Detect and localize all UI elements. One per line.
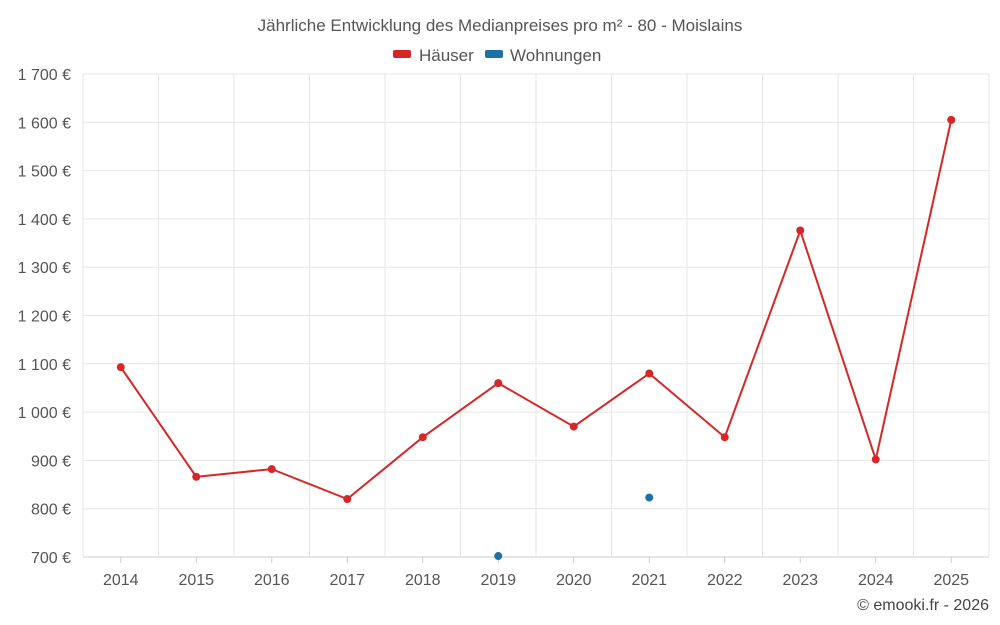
x-tick-label: 2023 <box>782 572 818 589</box>
data-point[interactable] <box>116 363 125 372</box>
x-tick-label: 2019 <box>480 572 516 589</box>
y-tick-label: 700 € <box>31 550 71 567</box>
legend-label-houses: Häuser <box>419 46 474 65</box>
data-point[interactable] <box>192 472 201 481</box>
data-point[interactable] <box>267 465 276 474</box>
y-tick-label: 900 € <box>31 453 71 470</box>
data-point[interactable] <box>720 433 729 442</box>
y-tick-label: 1 400 € <box>18 212 71 229</box>
y-tick-label: 1 700 € <box>18 67 71 84</box>
y-axis-ticks: 700 € 800 € 900 € 1 000 € 1 100 € 1 200 € 1 30… <box>18 67 71 567</box>
data-point[interactable] <box>494 379 503 388</box>
series-apartments <box>494 493 654 561</box>
legend-swatch-apartments <box>485 50 503 58</box>
data-point[interactable] <box>569 422 578 431</box>
x-tick-label: 2015 <box>178 572 214 589</box>
y-tick-label: 1 200 € <box>18 309 71 326</box>
legend-item-houses[interactable]: Häuser <box>393 46 474 65</box>
legend-swatch-houses <box>393 50 411 58</box>
grid <box>82 73 990 558</box>
data-point[interactable] <box>796 226 805 235</box>
x-tick-label: 2025 <box>933 572 969 589</box>
legend-item-apartments[interactable]: Wohnungen <box>485 46 601 65</box>
series <box>116 115 956 561</box>
y-tick-label: 1 600 € <box>18 115 71 132</box>
x-tick-label: 2020 <box>556 572 592 589</box>
x-tick-label: 2021 <box>631 572 667 589</box>
data-point[interactable] <box>645 493 654 502</box>
data-point[interactable] <box>494 552 503 561</box>
x-tick-label: 2017 <box>329 572 365 589</box>
y-tick-label: 1 300 € <box>18 260 71 277</box>
x-tick-label: 2022 <box>707 572 743 589</box>
x-tick-label: 2018 <box>405 572 441 589</box>
legend: Häuser Wohnungen <box>393 46 601 65</box>
data-point[interactable] <box>947 115 956 124</box>
y-tick-label: 1 500 € <box>18 164 71 181</box>
x-axis-ticks: 2014 2015 2016 2017 2018 2019 2020 2021 2022 2023… <box>103 557 969 589</box>
chart-title: Jährliche Entwicklung des Medianpreises … <box>258 16 743 35</box>
series-line <box>119 119 953 501</box>
y-tick-label: 1 000 € <box>18 405 71 422</box>
credit: © emooki.fr - 2026 <box>857 597 989 614</box>
data-point[interactable] <box>343 495 352 504</box>
data-point[interactable] <box>418 433 427 442</box>
series-houses <box>116 115 956 504</box>
y-tick-label: 800 € <box>31 502 71 519</box>
x-tick-label: 2014 <box>103 572 139 589</box>
legend-label-apartments: Wohnungen <box>510 46 601 65</box>
data-point[interactable] <box>871 455 880 464</box>
data-point[interactable] <box>645 369 654 378</box>
x-tick-label: 2024 <box>858 572 894 589</box>
y-tick-label: 1 100 € <box>18 357 71 374</box>
x-tick-label: 2016 <box>254 572 290 589</box>
